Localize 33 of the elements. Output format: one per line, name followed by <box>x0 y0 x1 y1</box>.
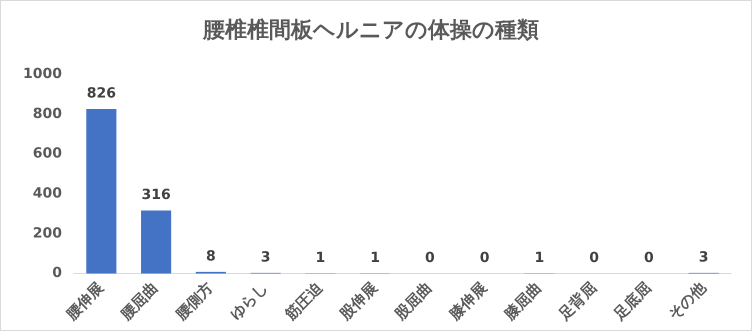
y-tick-label: 600 <box>32 146 62 162</box>
data-label: 826 <box>86 86 116 102</box>
data-label: 1 <box>315 250 326 266</box>
bar <box>86 109 116 274</box>
y-tick-label: 400 <box>32 185 62 202</box>
y-tick-label: 0 <box>52 265 62 282</box>
y-tick-label: 1000 <box>22 66 62 82</box>
x-tick-label: 股伸展 <box>335 278 381 324</box>
x-tick-label: 腰側方 <box>171 278 216 324</box>
data-label: 1 <box>370 250 380 266</box>
y-tick-label: 800 <box>32 106 62 122</box>
data-label: 1 <box>534 250 544 266</box>
x-tick-label: 股屈曲 <box>390 278 436 324</box>
bar <box>141 210 172 274</box>
data-label: 0 <box>589 250 600 266</box>
x-tick-label: 腰屈曲 <box>116 278 162 324</box>
chart-title: 腰椎椎間板ヘルニアの体操の種類 <box>202 18 539 43</box>
x-tick-label: 膝伸展 <box>444 278 490 324</box>
data-label: 0 <box>480 250 490 266</box>
x-tick-label: 腰伸展 <box>62 278 107 324</box>
data-label: 0 <box>644 250 654 266</box>
data-label: 316 <box>141 187 171 204</box>
x-tick-label: 筋圧迫 <box>280 278 327 324</box>
x-tick-label: 足底屈 <box>609 278 654 324</box>
x-tick-label: 膝屈曲 <box>500 278 545 324</box>
x-tick-label: その他 <box>664 278 710 324</box>
data-label: 0 <box>424 250 435 266</box>
data-label: 3 <box>260 249 270 266</box>
x-tick-label: ゆらし <box>226 278 272 324</box>
data-label: 8 <box>206 248 216 264</box>
x-tick-label: 足背屈 <box>554 278 600 324</box>
data-label: 3 <box>698 249 708 266</box>
y-tick-label: 200 <box>32 225 62 242</box>
